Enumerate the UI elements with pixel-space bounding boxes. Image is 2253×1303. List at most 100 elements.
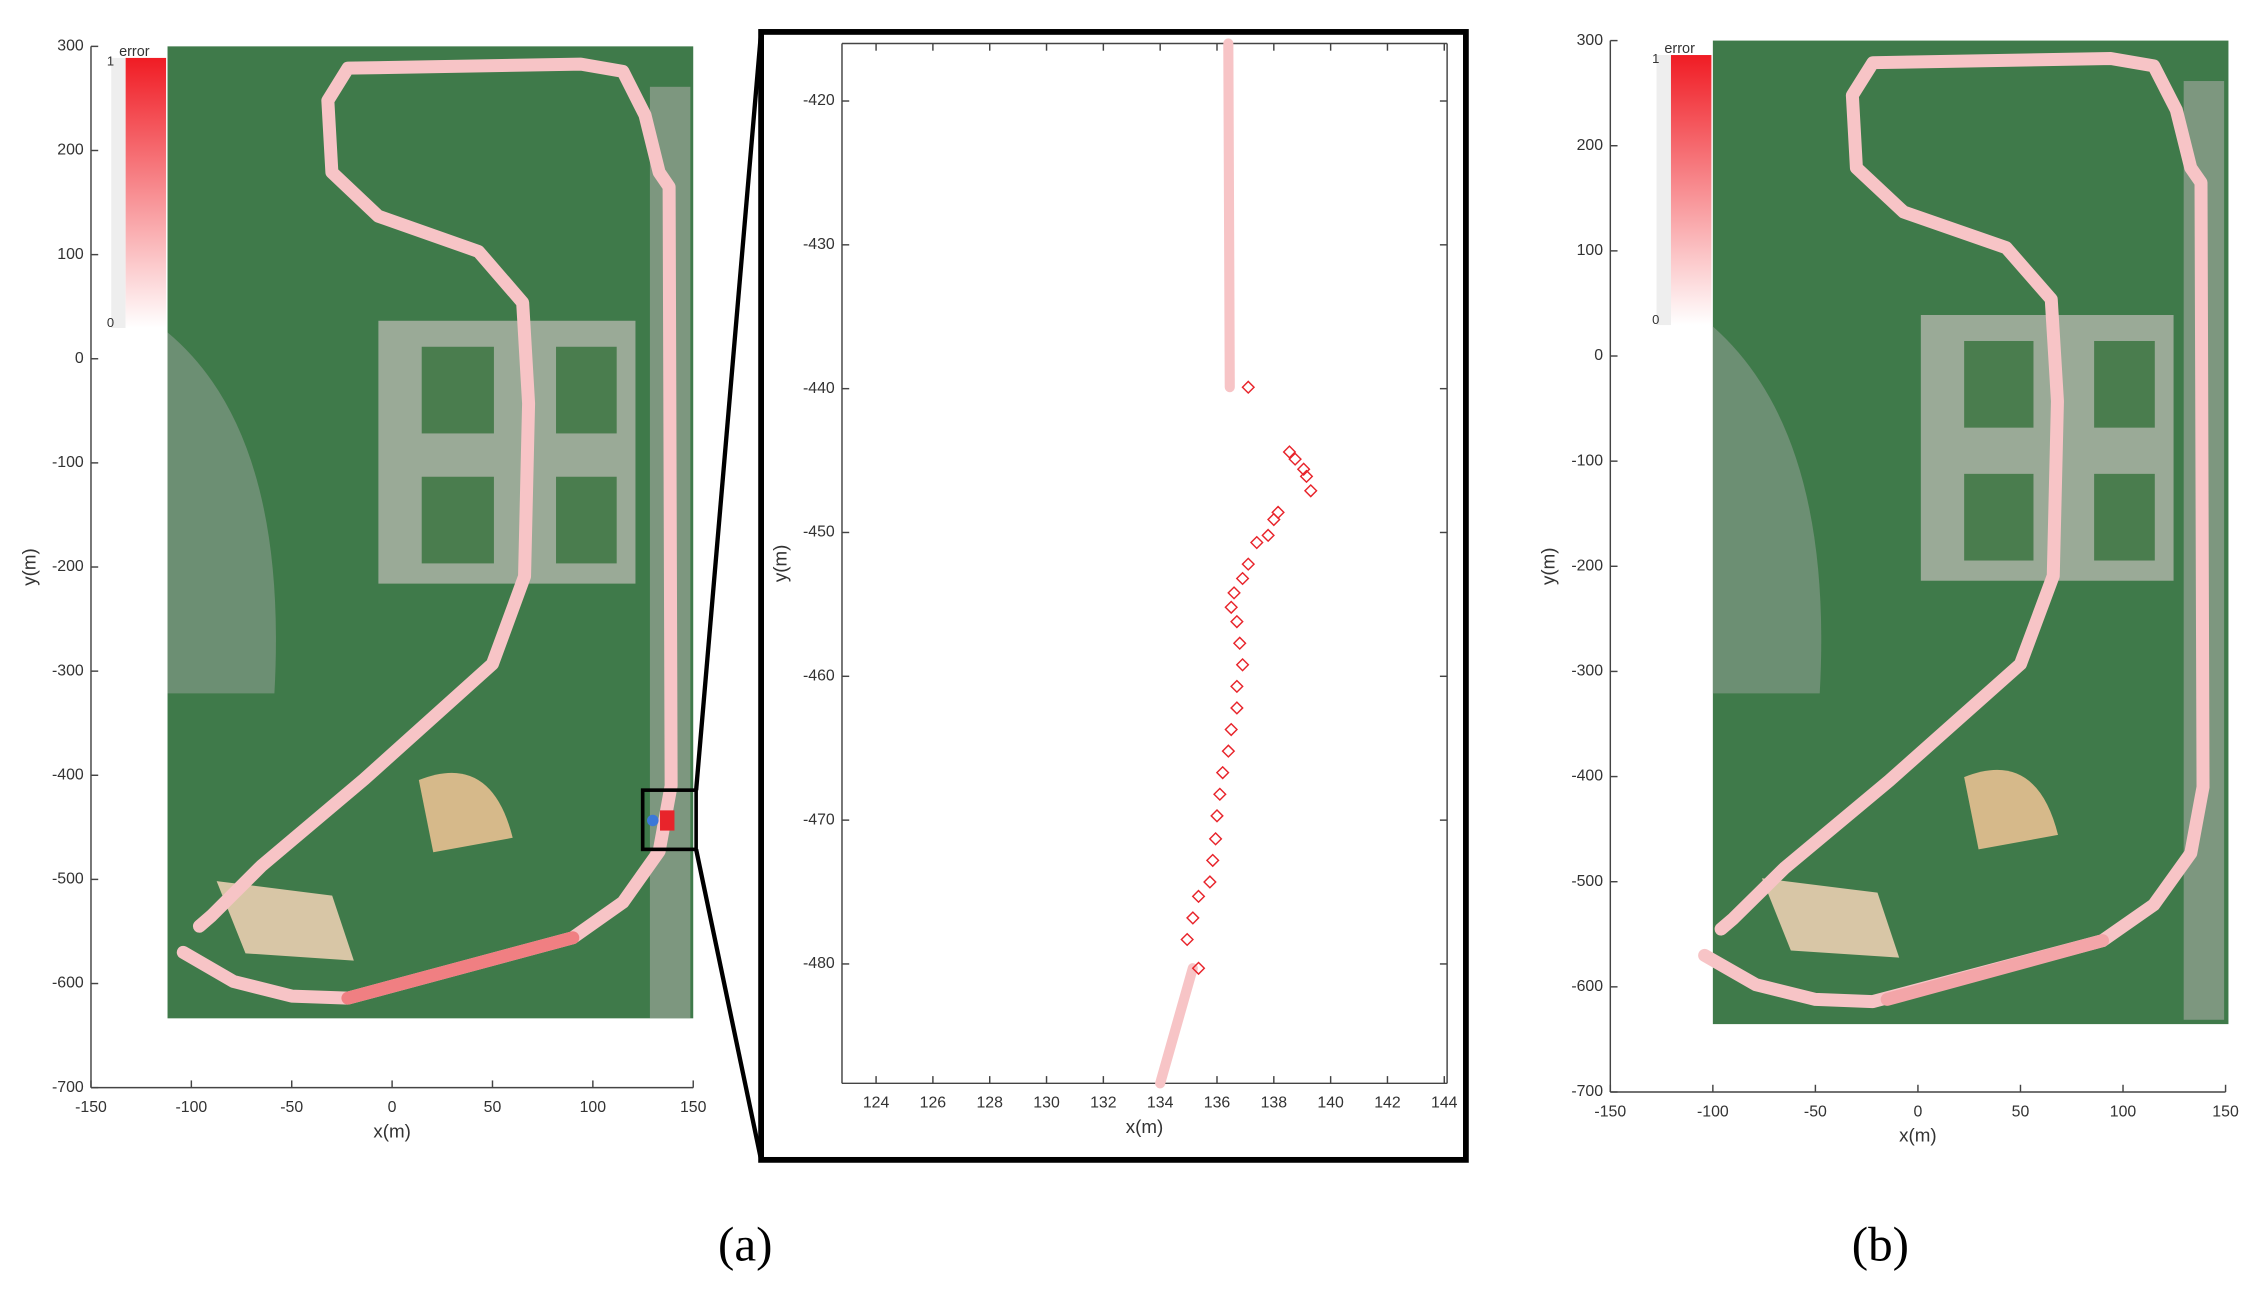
colorbar xyxy=(125,57,167,328)
map-green xyxy=(2094,340,2155,428)
x-tick-label: 128 xyxy=(976,1095,1003,1112)
x-tick-label: -50 xyxy=(280,1099,303,1116)
y-tick-label: -500 xyxy=(1571,873,1603,890)
x-tick-label: 140 xyxy=(1317,1095,1344,1112)
x-tick-label: 144 xyxy=(1431,1095,1458,1112)
x-tick-label: 138 xyxy=(1261,1095,1288,1112)
data-point xyxy=(1205,853,1220,868)
data-point xyxy=(1186,911,1200,925)
x-axis-label: x(m) xyxy=(1899,1125,1937,1146)
y-tick-label: -450 xyxy=(803,524,835,541)
data-point xyxy=(1224,600,1239,615)
colorbar-tick-label: 0 xyxy=(1652,312,1659,327)
x-tick-label: -100 xyxy=(1697,1103,1729,1120)
data-point xyxy=(1191,889,1206,904)
data-point xyxy=(1180,932,1194,947)
x-tick-label: 150 xyxy=(680,1099,707,1116)
map-green xyxy=(421,346,494,434)
data-point xyxy=(1299,469,1314,484)
data-point xyxy=(1230,679,1244,694)
position-marker xyxy=(647,814,659,827)
y-tick-label: -480 xyxy=(803,955,835,972)
y-tick-label: 200 xyxy=(1577,137,1604,154)
trajectory xyxy=(1880,934,2110,1006)
zoom-frame xyxy=(758,29,1469,1163)
x-tick-label: 0 xyxy=(388,1099,397,1116)
map-sand xyxy=(1964,769,2059,850)
x-tick-label: 136 xyxy=(1204,1095,1231,1112)
x-tick-label: 132 xyxy=(1090,1095,1117,1112)
colorbar-label: error xyxy=(119,44,150,60)
data-point xyxy=(1215,765,1230,780)
error-marker xyxy=(660,810,675,831)
y-tick-label: 0 xyxy=(75,350,84,367)
data-point xyxy=(1241,557,1256,571)
y-tick-label: -100 xyxy=(52,454,84,471)
data-point xyxy=(1221,744,1236,758)
colorbar-tick-label: 1 xyxy=(107,54,114,69)
data-point xyxy=(1267,512,1281,527)
y-tick-label: -420 xyxy=(803,92,835,109)
data-point xyxy=(1303,483,1318,498)
y-tick-label: -700 xyxy=(52,1079,84,1096)
data-point xyxy=(1224,722,1239,737)
y-tick-label: -600 xyxy=(52,975,84,992)
map-green xyxy=(556,346,617,434)
y-tick-label: 200 xyxy=(57,142,84,159)
y-axis-label: y(m) xyxy=(18,548,39,586)
data-point xyxy=(1261,528,1275,543)
data-point xyxy=(1230,701,1244,715)
x-tick-label: 50 xyxy=(2012,1103,2030,1120)
y-tick-label: -300 xyxy=(1571,663,1603,680)
data-point xyxy=(1249,535,1264,550)
data-point xyxy=(1213,787,1227,802)
colorbar-label: error xyxy=(1664,41,1695,57)
y-tick-label: -430 xyxy=(803,236,835,253)
map-green xyxy=(556,476,617,564)
y-tick-label: -700 xyxy=(1571,1083,1603,1100)
colorbar-tick-label: 0 xyxy=(107,315,114,330)
data-point xyxy=(1235,571,1250,586)
data-point xyxy=(1208,832,1223,846)
x-tick-label: -150 xyxy=(1594,1103,1626,1120)
data-point xyxy=(1232,636,1247,651)
data-point xyxy=(1235,657,1250,672)
x-tick-label: 134 xyxy=(1147,1095,1174,1112)
map-green xyxy=(1964,340,2034,428)
x-tick-label: -150 xyxy=(75,1099,107,1116)
colorbar xyxy=(1670,55,1712,326)
y-axis-label: y(m) xyxy=(1538,548,1559,586)
y-tick-label: -200 xyxy=(52,558,84,575)
y-tick-label: 300 xyxy=(57,38,84,55)
data-point xyxy=(1230,614,1244,629)
panel-label: (a) xyxy=(718,1217,773,1272)
y-tick-label: 300 xyxy=(1577,32,1604,49)
map-sand xyxy=(418,772,513,853)
map-green xyxy=(1964,473,2034,561)
y-tick-label: -470 xyxy=(803,811,835,828)
y-tick-label: -300 xyxy=(52,662,84,679)
zoom-box xyxy=(640,788,698,852)
y-tick-label: -440 xyxy=(803,380,835,397)
map-green xyxy=(2094,473,2155,561)
x-axis-label: x(m) xyxy=(1126,1116,1164,1137)
y-tick-label: -400 xyxy=(1571,768,1603,785)
y-tick-label: -100 xyxy=(1571,452,1603,469)
y-tick-label: 0 xyxy=(1594,347,1603,364)
map-road xyxy=(167,332,276,694)
x-tick-label: 100 xyxy=(580,1099,607,1116)
data-point xyxy=(1282,445,1297,459)
x-tick-label: 142 xyxy=(1374,1095,1401,1112)
x-tick-label: 100 xyxy=(2110,1103,2137,1120)
x-tick-label: -100 xyxy=(175,1099,207,1116)
x-tick-label: 150 xyxy=(2212,1103,2239,1120)
y-tick-label: -200 xyxy=(1571,557,1603,574)
trajectory xyxy=(1155,38,1235,1089)
x-tick-label: -50 xyxy=(1804,1103,1827,1120)
x-tick-label: 124 xyxy=(863,1095,890,1112)
map-green xyxy=(421,476,494,564)
zoom-connector xyxy=(693,848,764,1161)
colorbar-bg xyxy=(111,57,126,328)
y-tick-label: -500 xyxy=(52,871,84,888)
x-tick-label: 50 xyxy=(484,1099,502,1116)
